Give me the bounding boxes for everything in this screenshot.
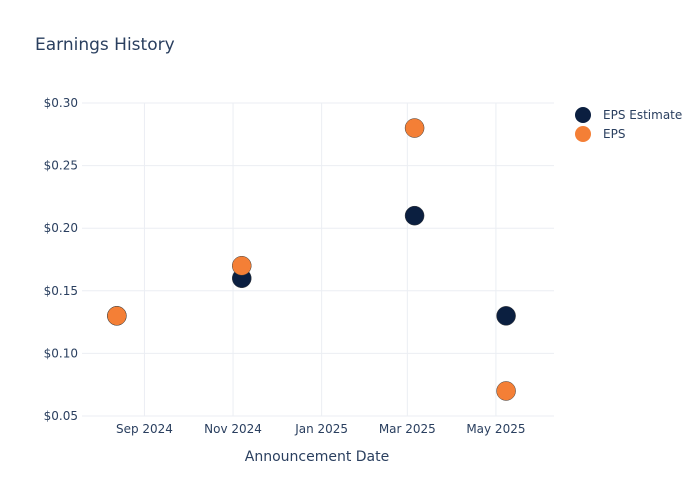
x-tick-label: Sep 2024 <box>116 422 173 436</box>
y-tick-label: $0.20 <box>44 221 78 235</box>
y-tick-label: $0.10 <box>44 346 78 360</box>
eps-point[interactable] <box>107 306 127 326</box>
chart-title: Earnings History <box>35 35 175 55</box>
legend-marker <box>575 107 591 123</box>
y-tick-label: $0.05 <box>44 409 78 423</box>
eps-estimate-point[interactable] <box>404 205 425 226</box>
legend[interactable]: EPS Estimate EPS <box>575 107 682 142</box>
eps-point[interactable] <box>404 118 425 138</box>
x-tick-label: Jan 2025 <box>294 422 348 436</box>
x-tick-label: Mar 2025 <box>379 422 436 436</box>
legend-marker <box>575 126 591 142</box>
x-tick-label: May 2025 <box>466 422 525 436</box>
y-tick-label: $0.25 <box>44 159 78 173</box>
legend-item-eps-estimate[interactable]: EPS Estimate <box>575 107 682 123</box>
legend-label: EPS <box>603 127 625 141</box>
eps-estimate-point[interactable] <box>496 306 516 326</box>
legend-label: EPS Estimate <box>603 108 682 122</box>
x-axis: Sep 2024 Nov 2024 Jan 2025 Mar 2025 May 2025 <box>116 422 526 436</box>
plot-area <box>107 118 516 401</box>
grid <box>82 102 554 417</box>
legend-item-eps[interactable]: EPS <box>575 126 625 142</box>
y-axis: $0.05 $0.10 $0.15 $0.20 $0.25 $0.30 <box>44 96 78 423</box>
eps-point[interactable] <box>496 381 516 401</box>
y-tick-label: $0.15 <box>44 284 78 298</box>
x-tick-label: Nov 2024 <box>204 422 262 436</box>
x-axis-title: Announcement Date <box>245 449 389 465</box>
eps-point[interactable] <box>232 256 252 276</box>
y-tick-label: $0.30 <box>44 96 78 110</box>
